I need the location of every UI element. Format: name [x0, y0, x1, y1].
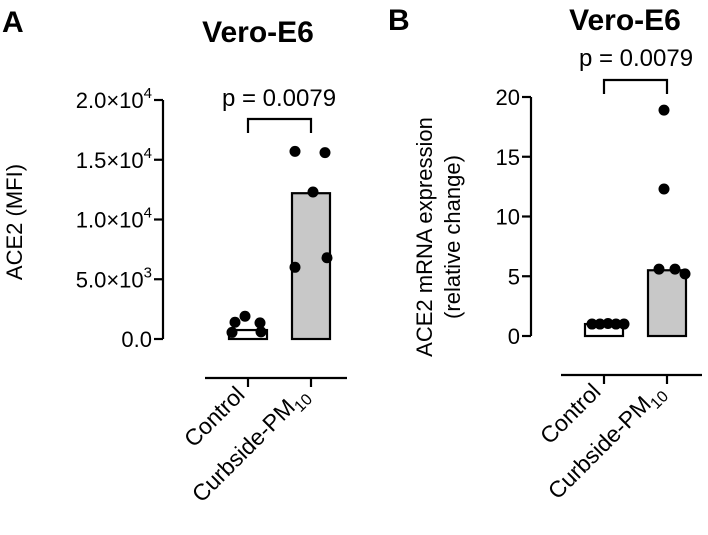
y-tick-exponent: 4 [144, 145, 152, 162]
data-point [653, 263, 665, 275]
y-tick-exponent: 3 [144, 264, 152, 281]
y-tick-mantissa: 0 [508, 324, 520, 349]
panel-b-letter: B [388, 4, 410, 37]
y-tick-mantissa: 10 [496, 205, 520, 230]
data-point [679, 268, 691, 280]
data-point [586, 318, 598, 330]
y-tick-mantissa: 2.0×10 [76, 88, 144, 113]
x-category-label: Curbside-PM10 [543, 378, 672, 507]
y-tick-mantissa: 1.5×10 [76, 148, 144, 173]
data-point [319, 147, 331, 159]
panel-b-y-axis-label-line2: (relative change) [440, 155, 465, 319]
panel-b-significance-bracket [602, 78, 669, 94]
data-point [610, 318, 622, 330]
data-point [229, 316, 241, 328]
y-tick-mantissa: 1.0×10 [76, 208, 144, 233]
data-point [289, 145, 301, 157]
y-tick-exponent: 4 [144, 205, 152, 222]
data-point [594, 318, 606, 330]
y-tick-label: 1.0×104 [76, 205, 152, 233]
data-point [307, 186, 319, 198]
y-tick-label: 5 [508, 264, 520, 289]
data-point [658, 104, 670, 116]
y-tick-mantissa: 15 [496, 145, 520, 170]
bar-curbside-pm10 [646, 269, 688, 338]
data-point [618, 318, 630, 330]
panel-b-y-ticks: 0 5 10 15 20 [496, 85, 531, 349]
data-point [255, 326, 267, 338]
y-tick-label: 20 [496, 85, 520, 110]
data-point [254, 317, 266, 329]
panel-a-letter: A [2, 6, 24, 39]
panel-a-significance-bracket [246, 117, 313, 133]
y-tick-mantissa: 5.0×10 [76, 267, 144, 292]
x-category-label: Curbside-PM10 [187, 381, 316, 510]
y-tick-mantissa: 5 [508, 264, 520, 289]
panel-a-points [226, 145, 333, 387]
panel-b-bars [583, 269, 688, 338]
panel-a-y-axis-label: ACE2 (MFI) [2, 164, 27, 280]
panel-b-points [586, 104, 691, 384]
y-tick-label: 5.0×103 [76, 264, 152, 292]
data-point [239, 310, 251, 322]
data-point [289, 261, 301, 273]
y-tick-mantissa: 0.0 [121, 327, 152, 352]
panel-a-title: Vero-E6 [202, 16, 314, 49]
y-tick-label: 0 [508, 324, 520, 349]
y-tick-label: 15 [496, 145, 520, 170]
y-tick-label: 10 [496, 205, 520, 230]
panel-b-title: Vero-E6 [569, 4, 681, 37]
y-tick-exponent: 4 [144, 85, 152, 102]
y-tick-label: 1.5×104 [76, 145, 152, 173]
y-tick-label: 0.0 [121, 327, 152, 352]
data-point [226, 326, 238, 338]
panel-b-p-value: p = 0.0079 [579, 45, 693, 72]
data-point [658, 183, 670, 195]
panel-b: B Vero-E6 ACE2 mRNA expression (relative… [388, 4, 702, 507]
data-point [602, 317, 614, 329]
panel-a-p-value: p = 0.0079 [222, 85, 336, 112]
panel-b-y-axis-label: ACE2 mRNA expression [412, 117, 437, 357]
y-tick-label: 2.0×104 [76, 85, 152, 113]
data-point [321, 252, 333, 264]
data-point [669, 263, 681, 275]
y-tick-mantissa: 20 [496, 85, 520, 110]
panel-a: A Vero-E6 ACE2 (MFI) 0.05.0×1031.0×1041.… [2, 6, 347, 510]
